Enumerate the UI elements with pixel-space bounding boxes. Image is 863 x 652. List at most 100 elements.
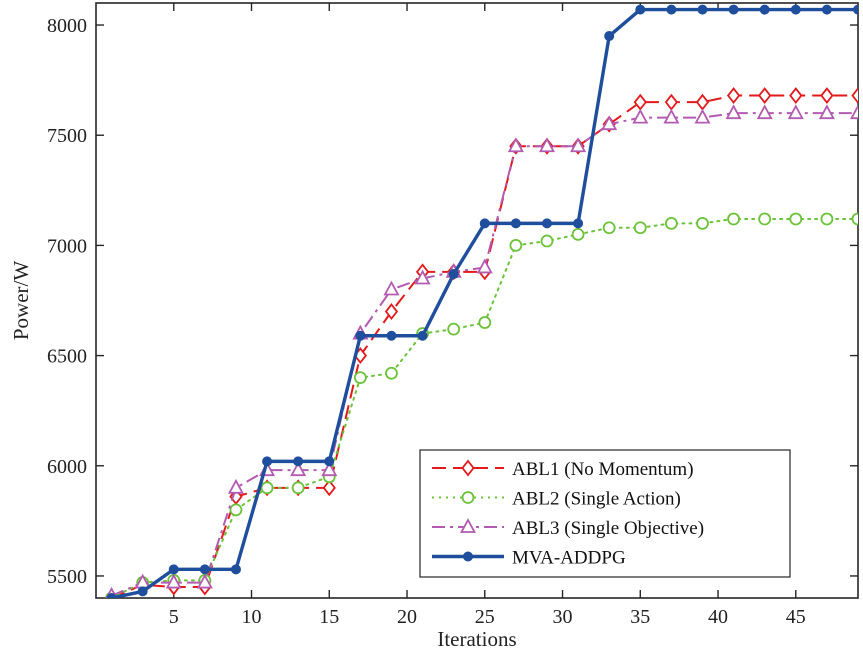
data-point-4 bbox=[479, 218, 490, 229]
data-point-4 bbox=[293, 456, 304, 467]
data-point-1 bbox=[789, 87, 803, 105]
legend: ABL1 (No Momentum) ABL2 (Single Action) AB… bbox=[419, 449, 791, 578]
x-tick-label: 20 bbox=[397, 606, 417, 628]
data-point-4 bbox=[106, 593, 117, 598]
data-point-3 bbox=[227, 478, 244, 494]
legend-marker-1 bbox=[461, 459, 475, 477]
data-point-4 bbox=[230, 564, 241, 575]
data-point-4 bbox=[853, 4, 858, 15]
data-point-4 bbox=[604, 31, 615, 42]
data-point-4 bbox=[199, 564, 210, 575]
data-point-2 bbox=[602, 221, 616, 235]
legend-item-3: ABL3 (Single Objective) bbox=[432, 518, 704, 539]
legend-item-4: MVA-ADDPG bbox=[432, 548, 626, 569]
data-point-4 bbox=[386, 330, 397, 341]
legend-marker-4 bbox=[463, 551, 473, 562]
series-4 bbox=[106, 4, 858, 598]
data-point-1 bbox=[384, 303, 399, 320]
legend-item-2: ABL2 (Single Action) bbox=[432, 489, 681, 510]
data-point-3 bbox=[694, 108, 711, 124]
data-point-3 bbox=[663, 108, 680, 124]
data-point-3 bbox=[414, 269, 431, 285]
y-axis-title: Power/W bbox=[9, 261, 33, 340]
y-tick-label: 6000 bbox=[47, 456, 87, 478]
data-point-3 bbox=[787, 104, 804, 120]
y-tick-label: 7500 bbox=[47, 125, 87, 147]
data-point-4 bbox=[759, 4, 770, 15]
x-tick-label: 25 bbox=[475, 606, 495, 628]
data-point-2 bbox=[540, 234, 554, 248]
legend-marker-2 bbox=[461, 491, 475, 504]
data-point-4 bbox=[821, 4, 832, 15]
data-point-3 bbox=[165, 573, 182, 589]
data-point-2 bbox=[229, 503, 243, 517]
data-point-2 bbox=[758, 212, 772, 226]
data-point-2 bbox=[291, 481, 305, 495]
data-point-4 bbox=[262, 456, 273, 467]
data-point-3 bbox=[476, 258, 493, 274]
data-point-3 bbox=[632, 108, 649, 124]
data-point-4 bbox=[728, 4, 739, 15]
data-point-2 bbox=[789, 212, 803, 226]
y-tick-label: 6500 bbox=[47, 346, 87, 368]
data-point-3 bbox=[756, 104, 773, 120]
data-point-1 bbox=[758, 87, 772, 105]
x-tick-label: 15 bbox=[319, 606, 339, 628]
data-point-4 bbox=[324, 456, 335, 467]
data-point-3 bbox=[383, 280, 400, 296]
data-point-3 bbox=[601, 115, 618, 131]
data-point-4 bbox=[573, 218, 584, 229]
x-tick-label: 40 bbox=[708, 606, 728, 628]
data-point-4 bbox=[790, 4, 801, 15]
data-point-3 bbox=[507, 137, 524, 153]
series-layer bbox=[104, 4, 858, 598]
x-axis-title: Iterations bbox=[437, 627, 516, 651]
data-point-2 bbox=[353, 371, 367, 385]
x-tick-label: 30 bbox=[553, 606, 573, 628]
data-point-4 bbox=[168, 564, 179, 575]
legend-item-1: ABL1 (No Momentum) bbox=[432, 459, 694, 480]
legend-label-4: MVA-ADDPG bbox=[512, 548, 626, 569]
data-point-2 bbox=[509, 239, 523, 252]
y-tick-label: 8000 bbox=[47, 15, 87, 37]
x-tick-label: 5 bbox=[169, 606, 179, 628]
data-point-3 bbox=[818, 104, 835, 120]
data-point-3 bbox=[570, 137, 587, 153]
data-point-1 bbox=[851, 87, 858, 105]
data-point-1 bbox=[820, 87, 834, 105]
data-point-4 bbox=[137, 586, 148, 597]
data-point-2 bbox=[633, 221, 647, 235]
data-point-2 bbox=[447, 322, 461, 336]
data-point-3 bbox=[321, 461, 338, 477]
x-tick-label: 10 bbox=[242, 606, 262, 628]
data-point-1 bbox=[322, 479, 336, 497]
data-point-2 bbox=[696, 216, 709, 230]
legend-label-2: ABL2 (Single Action) bbox=[512, 489, 681, 510]
data-point-2 bbox=[664, 216, 678, 230]
data-point-4 bbox=[417, 330, 428, 341]
legend-label-3: ABL3 (Single Objective) bbox=[512, 518, 704, 539]
data-point-3 bbox=[725, 104, 742, 120]
data-point-4 bbox=[697, 4, 708, 15]
legend-marker-3 bbox=[459, 518, 477, 533]
data-point-3 bbox=[290, 461, 307, 477]
x-tick-label: 45 bbox=[786, 606, 806, 628]
data-point-2 bbox=[727, 212, 740, 226]
y-tick-label: 7000 bbox=[47, 235, 87, 257]
data-point-4 bbox=[666, 4, 677, 15]
y-tick-label: 5500 bbox=[47, 566, 87, 588]
data-point-4 bbox=[635, 4, 646, 15]
data-point-4 bbox=[448, 269, 459, 280]
data-point-3 bbox=[196, 573, 213, 589]
data-point-2 bbox=[385, 366, 398, 380]
data-point-2 bbox=[571, 227, 585, 241]
data-point-2 bbox=[820, 212, 834, 226]
legend-label-1: ABL1 (No Momentum) bbox=[512, 459, 694, 480]
data-point-4 bbox=[355, 330, 366, 341]
data-point-3 bbox=[849, 104, 858, 120]
data-point-4 bbox=[510, 218, 521, 229]
data-point-2 bbox=[851, 212, 858, 226]
data-point-2 bbox=[478, 316, 492, 329]
data-point-4 bbox=[541, 218, 552, 229]
